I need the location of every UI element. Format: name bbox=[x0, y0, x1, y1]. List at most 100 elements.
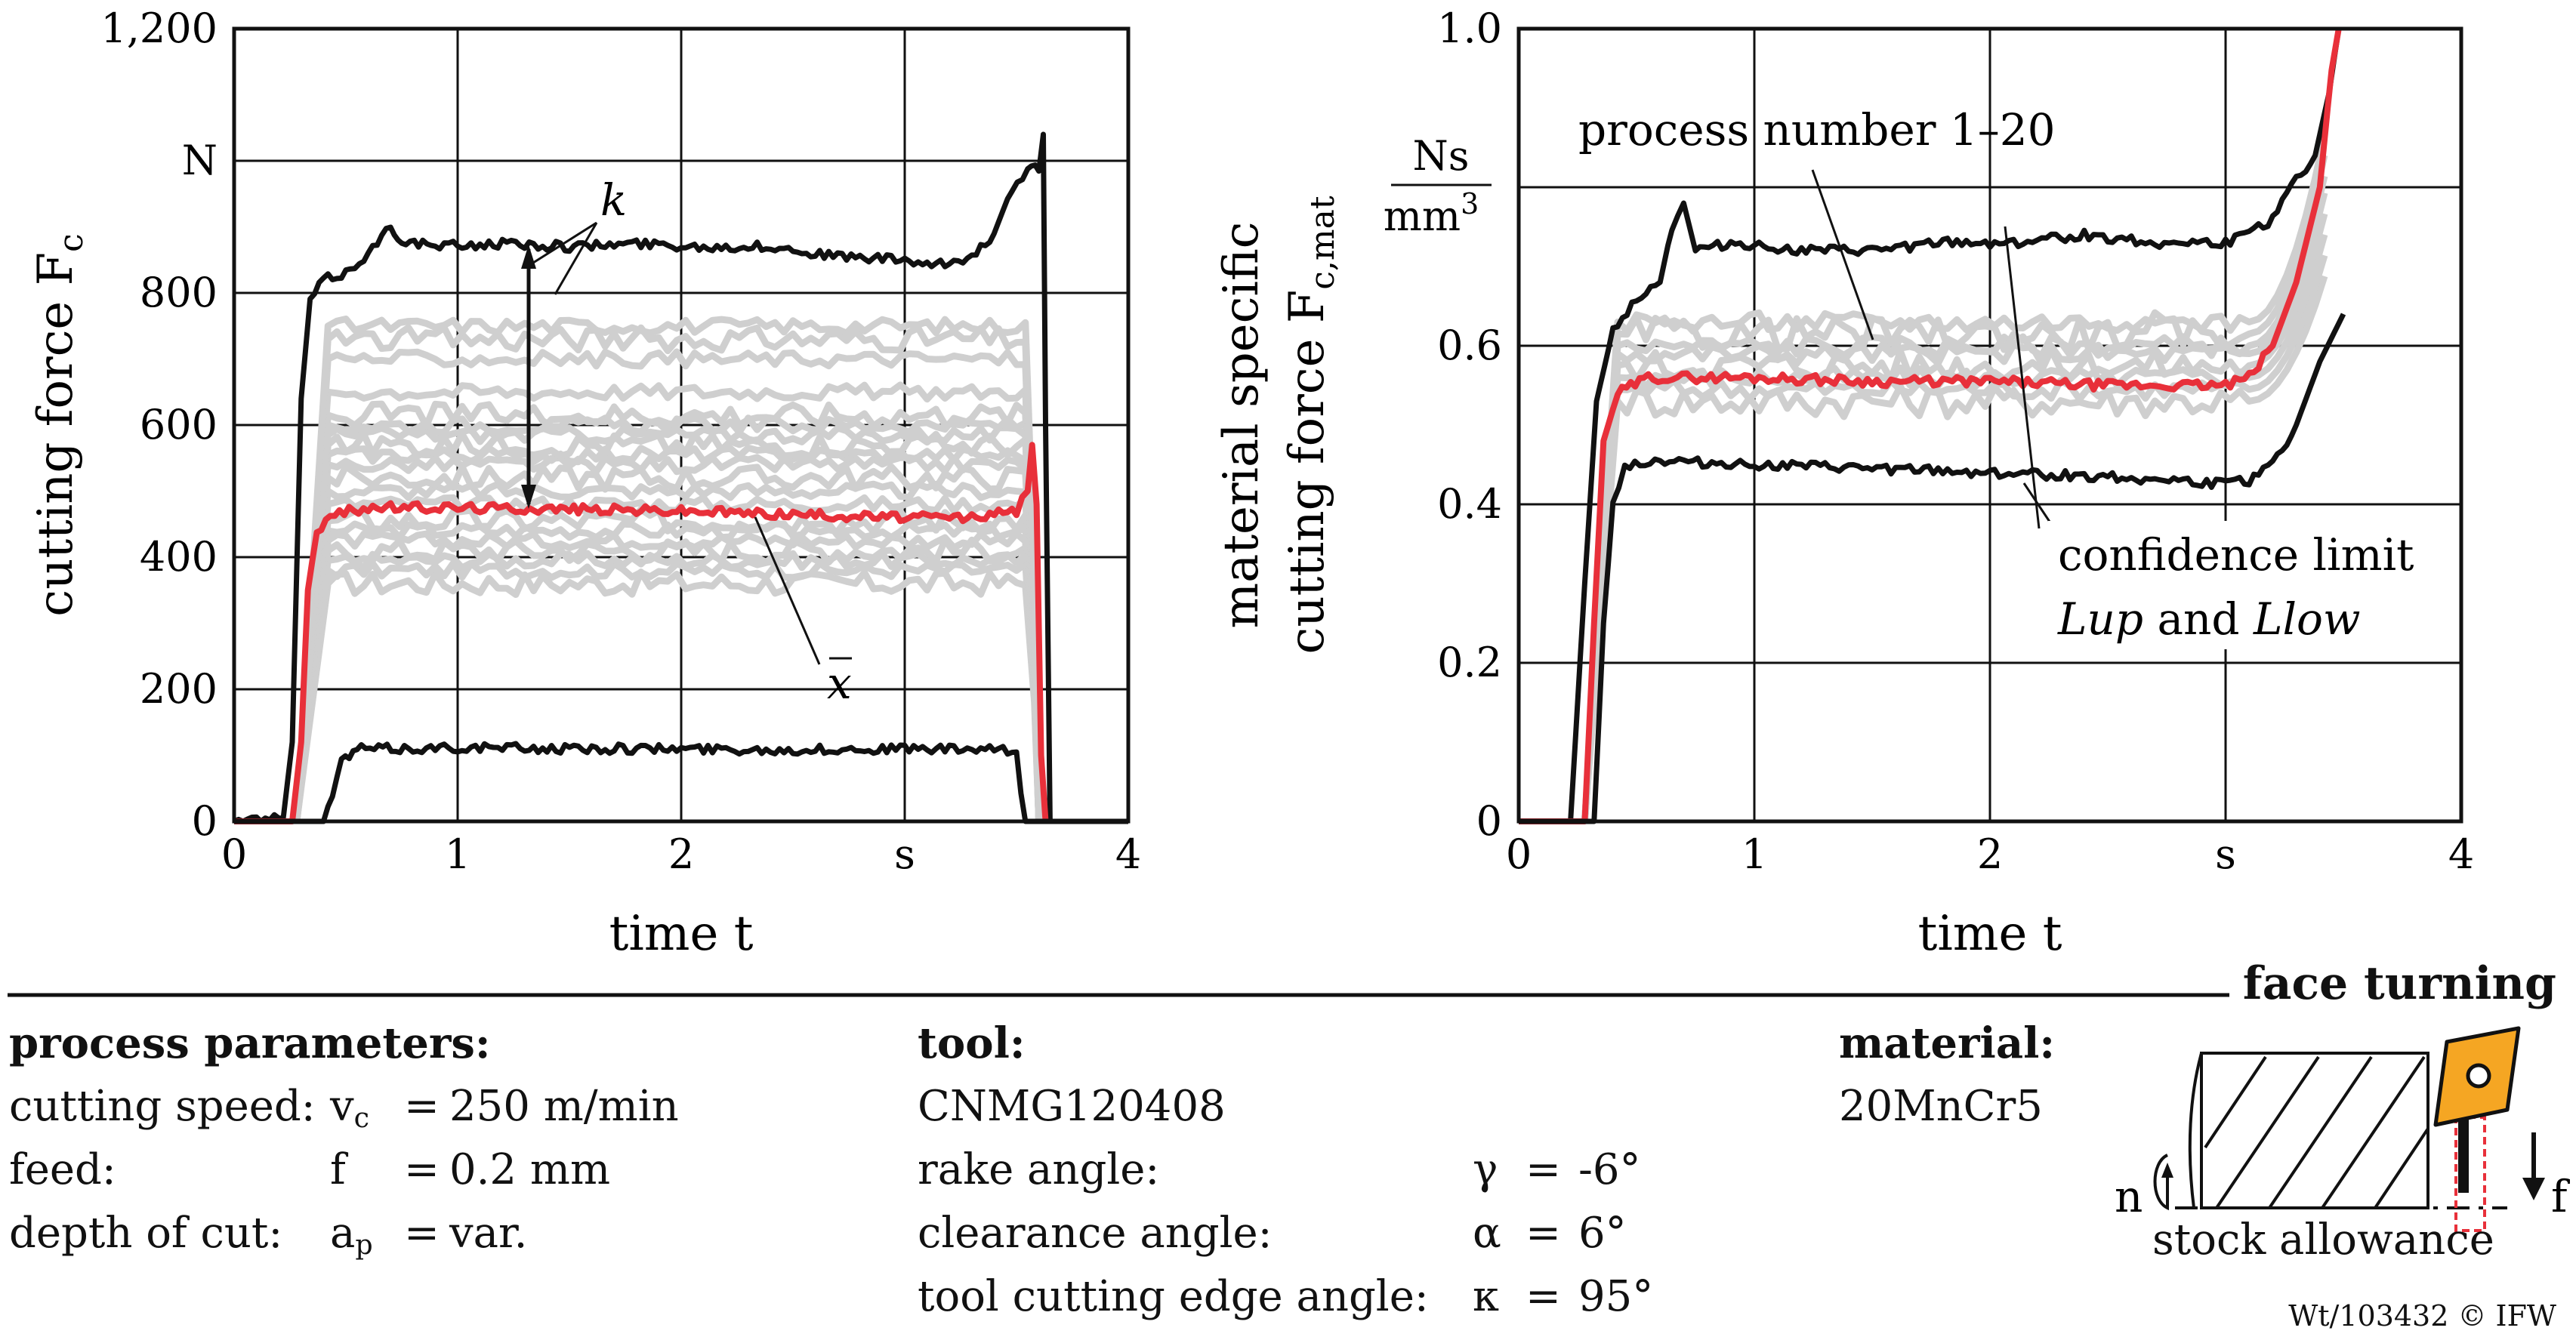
y-tick-label: 0.2 bbox=[1437, 639, 1502, 686]
hatching bbox=[2204, 1055, 2429, 1209]
x-tick-label: 0 bbox=[1506, 830, 1532, 878]
param-value: var. bbox=[449, 1209, 528, 1258]
k-leader-2 bbox=[524, 221, 597, 270]
y-tick-label: 600 bbox=[140, 401, 217, 448]
unit-numerator: Ns bbox=[1413, 132, 1470, 180]
tool-symbol: γ bbox=[1473, 1145, 1498, 1194]
mean-annotation: x bbox=[754, 516, 852, 709]
y-axis-label-line2: cutting force Fc,mat bbox=[1279, 196, 1342, 654]
material-value: 20MnCr5 bbox=[1839, 1082, 2043, 1131]
process-curve bbox=[1581, 175, 2328, 822]
param-value: 250 m/min bbox=[449, 1082, 679, 1131]
conf-label: confidence limit bbox=[2058, 529, 2414, 581]
param-row: cutting speed: vc = 250 m/min bbox=[9, 1075, 679, 1138]
param-symbol: vc bbox=[330, 1082, 370, 1135]
series-mean bbox=[1519, 28, 2342, 824]
series-group bbox=[1519, 28, 2346, 824]
confidence-annotation: confidence limit Lup and Llow bbox=[2004, 226, 2441, 649]
param-symbol: f bbox=[330, 1145, 346, 1194]
x-tick-label: 2 bbox=[1977, 830, 2003, 878]
param-value: 0.2 mm bbox=[449, 1145, 611, 1194]
tool-label: tool cutting edge angle: bbox=[918, 1272, 1429, 1321]
process-curve bbox=[1581, 134, 2328, 822]
process-curve bbox=[293, 568, 1043, 822]
tool-label: clearance angle: bbox=[918, 1209, 1273, 1258]
spindle-label: n bbox=[2115, 1171, 2143, 1222]
conf-leader-upper bbox=[2004, 226, 2041, 529]
x-tick-label: 1 bbox=[1741, 830, 1767, 878]
tool-name: CNMG120408 bbox=[918, 1082, 1226, 1131]
y-tick-label: 0.6 bbox=[1437, 322, 1502, 369]
process-curve bbox=[293, 480, 1043, 822]
process-leader bbox=[1811, 169, 1874, 340]
series-confidence-lower bbox=[1519, 313, 2346, 824]
tool-value: 95° bbox=[1578, 1272, 1654, 1321]
insert-hole bbox=[2466, 1063, 2491, 1089]
param-equals: = bbox=[404, 1082, 440, 1131]
unit-denominator: mm3 bbox=[1384, 187, 1479, 240]
conf-bounds-label: Lup and Llow bbox=[2057, 593, 2361, 645]
tool-row: rake angle: γ = -6° bbox=[918, 1138, 1653, 1202]
series-confidence-upper bbox=[1519, 28, 2342, 824]
face-turning-title: face turning bbox=[2229, 957, 2556, 1010]
process-curve bbox=[293, 550, 1043, 822]
param-label: depth of cut: bbox=[9, 1209, 283, 1258]
material-block: material: 20MnCr5 bbox=[1839, 1012, 2055, 1138]
y-tick-label: N bbox=[182, 137, 217, 184]
tool-symbol: κ bbox=[1473, 1272, 1499, 1321]
param-row: depth of cut: ap = var. bbox=[9, 1202, 679, 1265]
mean-leader bbox=[754, 516, 821, 665]
stock-allowance-label: stock allowance bbox=[2152, 1215, 2494, 1265]
face-turning-schematic: n f bbox=[2115, 1026, 2570, 1232]
material-title: material: bbox=[1839, 1018, 2056, 1068]
param-equals: = bbox=[404, 1209, 440, 1258]
param-symbol: ap bbox=[330, 1209, 373, 1262]
tool-block: tool: CNMG120408 rake angle: γ = -6° cleara… bbox=[918, 1012, 1653, 1329]
y-axis-label: cutting force Fc bbox=[28, 233, 91, 616]
y-tick-label: 0.4 bbox=[1437, 480, 1502, 528]
plot-frame bbox=[232, 26, 1131, 824]
tool-row: clearance angle: α = 6° bbox=[918, 1202, 1653, 1265]
k-annotation: k bbox=[521, 174, 627, 509]
x-tick-label: 4 bbox=[1115, 830, 1141, 878]
x-tick-label: s bbox=[894, 830, 915, 878]
rotation-arrowhead bbox=[2161, 1163, 2173, 1178]
x-axis-label: time t bbox=[609, 906, 754, 962]
y-tick-label: 800 bbox=[140, 269, 217, 316]
tool-value: -6° bbox=[1578, 1145, 1641, 1194]
workpiece-hatched bbox=[2200, 1052, 2429, 1209]
x-tick-label: 4 bbox=[2448, 830, 2474, 878]
process-curve bbox=[293, 559, 1043, 822]
y-tick-label: 400 bbox=[140, 533, 217, 581]
x-tick-label: 1 bbox=[445, 830, 470, 878]
process-curve bbox=[293, 463, 1043, 822]
process-curve bbox=[293, 494, 1043, 822]
process-curve bbox=[293, 348, 1043, 822]
tool-label: rake angle: bbox=[918, 1145, 1160, 1194]
process-curves bbox=[1581, 134, 2328, 822]
x-axis-label: time t bbox=[1918, 906, 2062, 962]
k-arrowhead-bottom bbox=[521, 485, 536, 509]
series-mean bbox=[234, 442, 1049, 824]
y-tick-label: 1.0 bbox=[1437, 5, 1502, 52]
process-curve bbox=[293, 381, 1043, 822]
y-axis-label-line1: material specific bbox=[1214, 222, 1269, 629]
cutting-force-chart: 0 1 2 s 4 0 200 400 600 800 N 1,200 cutting force F… bbox=[28, 5, 1141, 962]
material-specific-force-chart: 0 1 2 s 4 0 0.2 0.4 0.6 1.0 material specific cut… bbox=[1214, 5, 2474, 962]
tool-value: 6° bbox=[1578, 1209, 1627, 1258]
process-curves bbox=[293, 316, 1043, 822]
tool-equals: = bbox=[1526, 1145, 1561, 1194]
series-group bbox=[233, 131, 1128, 824]
param-row: feed: f = 0.2 mm bbox=[9, 1138, 679, 1202]
tool-title: tool: bbox=[918, 1018, 1026, 1068]
tool-symbol: α bbox=[1473, 1209, 1501, 1258]
process-curve bbox=[293, 506, 1043, 822]
k-label: k bbox=[600, 174, 627, 226]
feed-arrowhead-icon bbox=[2522, 1178, 2545, 1200]
insert-shank bbox=[2458, 1102, 2469, 1193]
process-curve bbox=[1581, 213, 2328, 822]
tick-labels: 0 1 2 s 4 0 200 400 600 800 N 1,200 bbox=[100, 5, 1141, 878]
process-curve bbox=[293, 400, 1043, 822]
param-label: feed: bbox=[9, 1145, 116, 1194]
feed-label: f bbox=[2551, 1171, 2570, 1222]
